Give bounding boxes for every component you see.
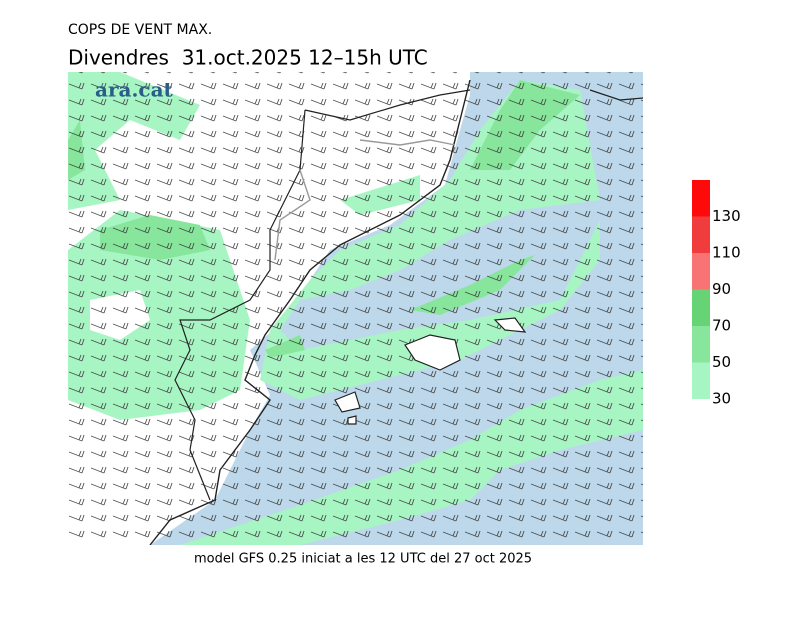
- colorbar-segment: [692, 216, 710, 253]
- subtitle: Divendres 31.oct.2025 12–15h UTC: [68, 46, 428, 70]
- colorbar-label: 30: [712, 390, 731, 408]
- colorbar-label: 70: [712, 317, 731, 335]
- colorbar-segment: [692, 289, 710, 326]
- colorbar-segment: [692, 362, 710, 399]
- colorbar-label: 130: [712, 207, 741, 225]
- colorbar-label: 90: [712, 280, 731, 298]
- logo: ara.cat: [95, 78, 174, 102]
- footer: model GFS 0.25 iniciat a les 12 UTC del …: [194, 552, 532, 567]
- colorbar-segment: [692, 180, 710, 217]
- colorbar-segment: [692, 326, 710, 363]
- colorbar-label: 110: [712, 244, 741, 262]
- colorbar-label: 50: [712, 353, 731, 371]
- colorbar-segment: [692, 253, 710, 290]
- map: [68, 72, 643, 545]
- colorbar: 30 50 70 90 110 130: [692, 180, 741, 408]
- title: COPS DE VENT MAX.: [68, 22, 212, 38]
